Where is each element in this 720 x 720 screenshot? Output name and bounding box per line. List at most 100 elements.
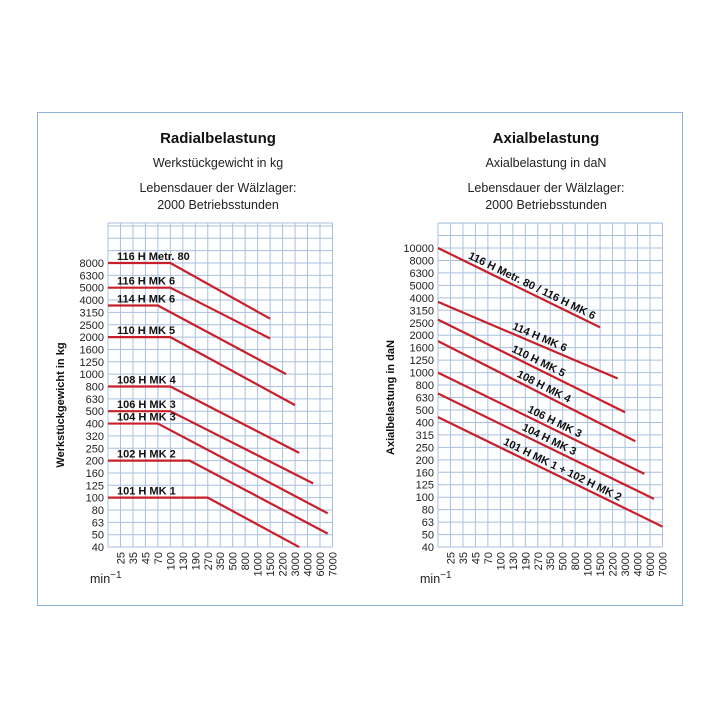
y-tick-label: 315 xyxy=(416,430,434,442)
x-tick-label: 270 xyxy=(533,552,545,570)
x-tick-label: 1000 xyxy=(583,552,595,576)
chart-title: Axialbelastung xyxy=(493,130,600,147)
y-tick-label: 50 xyxy=(92,530,104,542)
x-tick-label: 45 xyxy=(140,552,152,564)
chart-note-line2: 2000 Betriebsstunden xyxy=(485,198,607,212)
y-tick-label: 400 xyxy=(416,417,434,429)
y-tick-label: 10000 xyxy=(403,243,434,255)
x-tick-label: 500 xyxy=(228,552,240,570)
x-axis-label-exponent: −1 xyxy=(110,570,122,581)
y-axis-label: Axialbelastung in daN xyxy=(385,340,397,455)
series-8: 101 H MK 1 xyxy=(108,486,300,549)
y-tick-label: 80 xyxy=(422,505,434,517)
y-tick-label: 630 xyxy=(86,394,104,406)
y-tick-label: 1000 xyxy=(410,368,434,380)
series-line xyxy=(108,496,300,549)
y-tick-label: 100 xyxy=(416,492,434,504)
x-tick-label: 7000 xyxy=(657,552,669,576)
y-tick-label: 320 xyxy=(86,431,104,443)
series-2: 114 H MK 6 xyxy=(108,293,287,376)
series-line xyxy=(108,410,314,485)
x-tick-label: 100 xyxy=(495,552,507,570)
x-tick-label: 70 xyxy=(153,552,165,564)
x-tick-label: 6000 xyxy=(315,552,327,576)
y-tick-label: 80 xyxy=(92,505,104,517)
y-tick-label: 8000 xyxy=(410,255,434,267)
y-tick-label: 1600 xyxy=(80,344,104,356)
series-line xyxy=(108,459,329,535)
x-tick-label: 4000 xyxy=(633,552,645,576)
x-tick-label: 35 xyxy=(128,552,140,564)
y-tick-label: 6300 xyxy=(410,268,434,280)
y-tick-label: 500 xyxy=(86,406,104,418)
series-line xyxy=(108,336,296,407)
y-tick-label: 4000 xyxy=(80,295,104,307)
y-tick-label: 1250 xyxy=(410,355,434,367)
series-line xyxy=(437,371,645,475)
chart-note-line1: Lebensdauer der Wälzlager: xyxy=(467,181,624,195)
x-tick-label: 130 xyxy=(508,552,520,570)
y-tick-label: 63 xyxy=(422,517,434,529)
series-label: 114 H MK 6 xyxy=(117,293,175,305)
y-tick-label: 63 xyxy=(92,517,104,529)
x-tick-label: 190 xyxy=(520,552,532,570)
series-6: 104 H MK 3 xyxy=(108,412,329,515)
y-tick-label: 2000 xyxy=(80,332,104,344)
y-tick-label: 200 xyxy=(416,455,434,467)
series-label: 108 H MK 4 xyxy=(515,368,574,406)
y-tick-label: 6300 xyxy=(80,270,104,282)
x-tick-label: 130 xyxy=(178,552,190,570)
series-5: 106 H MK 3 xyxy=(108,399,314,485)
x-tick-label: 4000 xyxy=(303,552,315,576)
x-tick-label: 350 xyxy=(215,552,227,570)
series-label: 116 H Metr. 80 xyxy=(117,251,190,263)
series-label: 102 H MK 2 xyxy=(117,449,176,461)
series-line xyxy=(437,247,601,329)
chart-title: Radialbelastung xyxy=(160,130,276,147)
y-tick-label: 125 xyxy=(416,480,434,492)
y-tick-label: 40 xyxy=(422,542,434,554)
x-tick-label: 3000 xyxy=(290,552,302,576)
y-tick-label: 160 xyxy=(86,468,104,480)
series-line xyxy=(437,392,655,500)
y-tick-label: 630 xyxy=(416,393,434,405)
y-tick-label: 3150 xyxy=(80,307,104,319)
series-line xyxy=(437,416,663,528)
series-line xyxy=(437,300,619,380)
series-label: 101 H MK 1 xyxy=(117,486,176,498)
chart-subtitle: Werkstückgewicht in kg xyxy=(153,156,283,170)
series-4: 108 H MK 4 xyxy=(108,375,300,454)
x-tick-label: 1500 xyxy=(595,552,607,576)
series-line xyxy=(108,286,271,340)
y-tick-label: 2000 xyxy=(410,330,434,342)
y-axis-label: Werkstückgewicht in kg xyxy=(55,342,67,467)
y-tick-label: 250 xyxy=(416,442,434,454)
series-line xyxy=(108,422,329,515)
y-tick-label: 5000 xyxy=(410,280,434,292)
series-3: 110 H MK 5 xyxy=(108,325,296,407)
y-tick-label: 125 xyxy=(86,480,104,492)
y-tick-label: 800 xyxy=(416,380,434,392)
x-tick-label: 350 xyxy=(545,552,557,570)
x-tick-label: 2200 xyxy=(608,552,620,576)
series-label: 104 H MK 3 xyxy=(117,412,176,424)
series-7: 102 H MK 2 xyxy=(108,449,329,535)
x-tick-label: 70 xyxy=(483,552,495,564)
series-label: 106 H MK 3 xyxy=(117,399,176,411)
radial-load-chart: Radialbelastung Werkstückgewicht in kg Leb… xyxy=(55,130,339,586)
series-1: 116 H MK 6 xyxy=(108,276,271,340)
x-tick-label: 800 xyxy=(240,552,252,570)
y-tick-label: 5000 xyxy=(80,283,104,295)
chart-subtitle: Axialbelastung in daN xyxy=(486,156,607,170)
x-axis-label-exponent: −1 xyxy=(440,570,452,581)
series-label: 108 H MK 4 xyxy=(117,375,177,387)
y-tick-label: 50 xyxy=(422,530,434,542)
y-tick-label: 2500 xyxy=(410,318,434,330)
series-label: 110 H MK 5 xyxy=(117,325,175,337)
y-tick-label: 1250 xyxy=(80,357,104,369)
x-tick-label: 800 xyxy=(570,552,582,570)
chart-note-line2: 2000 Betriebsstunden xyxy=(157,198,279,212)
x-tick-label: 3000 xyxy=(620,552,632,576)
y-tick-label: 8000 xyxy=(80,258,104,270)
